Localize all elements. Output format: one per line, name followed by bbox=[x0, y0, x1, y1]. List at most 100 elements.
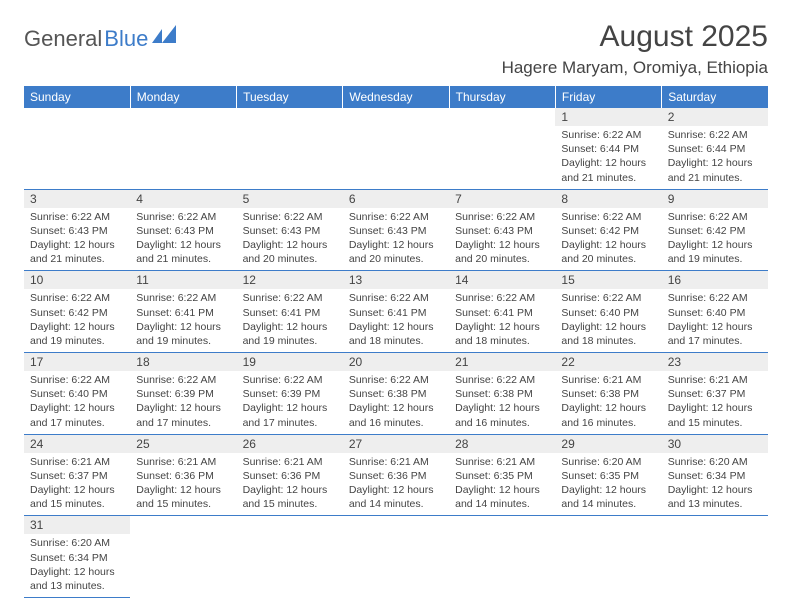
daylight-line: Daylight: 12 hours and 17 minutes. bbox=[30, 401, 124, 429]
daylight-line: Daylight: 12 hours and 14 minutes. bbox=[561, 483, 655, 511]
day-number: 13 bbox=[343, 271, 449, 289]
daylight-line: Daylight: 12 hours and 17 minutes. bbox=[243, 401, 337, 429]
day-number: 8 bbox=[555, 190, 661, 208]
calendar-day-cell: 6Sunrise: 6:22 AMSunset: 6:43 PMDaylight… bbox=[343, 189, 449, 271]
daylight-line: Daylight: 12 hours and 20 minutes. bbox=[561, 238, 655, 266]
day-number: 28 bbox=[449, 435, 555, 453]
calendar-day-cell: 26Sunrise: 6:21 AMSunset: 6:36 PMDayligh… bbox=[237, 434, 343, 516]
sunset-line: Sunset: 6:34 PM bbox=[668, 469, 762, 483]
daylight-line: Daylight: 12 hours and 19 minutes. bbox=[668, 238, 762, 266]
sunrise-line: Sunrise: 6:22 AM bbox=[455, 291, 549, 305]
day-content: Sunrise: 6:22 AMSunset: 6:41 PMDaylight:… bbox=[449, 289, 555, 352]
day-number: 24 bbox=[24, 435, 130, 453]
sunrise-line: Sunrise: 6:22 AM bbox=[561, 291, 655, 305]
day-number: 15 bbox=[555, 271, 661, 289]
sunrise-line: Sunrise: 6:22 AM bbox=[349, 291, 443, 305]
day-content: Sunrise: 6:22 AMSunset: 6:43 PMDaylight:… bbox=[130, 208, 236, 271]
calendar-day-cell: 13Sunrise: 6:22 AMSunset: 6:41 PMDayligh… bbox=[343, 271, 449, 353]
sunrise-line: Sunrise: 6:22 AM bbox=[243, 373, 337, 387]
calendar-day-cell: 22Sunrise: 6:21 AMSunset: 6:38 PMDayligh… bbox=[555, 353, 661, 435]
sunset-line: Sunset: 6:44 PM bbox=[668, 142, 762, 156]
calendar-day-cell: 8Sunrise: 6:22 AMSunset: 6:42 PMDaylight… bbox=[555, 189, 661, 271]
calendar-day-cell: 10Sunrise: 6:22 AMSunset: 6:42 PMDayligh… bbox=[24, 271, 130, 353]
sunrise-line: Sunrise: 6:21 AM bbox=[349, 455, 443, 469]
sunset-line: Sunset: 6:39 PM bbox=[243, 387, 337, 401]
sunrise-line: Sunrise: 6:22 AM bbox=[30, 291, 124, 305]
calendar-day-cell: 12 Sunrise: 6:22 AMSunset: 6:41 PMDayligh… bbox=[237, 271, 343, 353]
day-number: 4 bbox=[130, 190, 236, 208]
sunset-line: Sunset: 6:41 PM bbox=[243, 306, 337, 320]
day-number: 21 bbox=[449, 353, 555, 371]
calendar-day-cell: 9Sunrise: 6:22 AMSunset: 6:42 PMDaylight… bbox=[662, 189, 768, 271]
day-number: 17 bbox=[24, 353, 130, 371]
sunset-line: Sunset: 6:36 PM bbox=[136, 469, 230, 483]
day-number: 23 bbox=[662, 353, 768, 371]
sunset-line: Sunset: 6:35 PM bbox=[455, 469, 549, 483]
month-title: August 2025 bbox=[502, 20, 768, 54]
day-content: Sunrise: 6:21 AMSunset: 6:37 PMDaylight:… bbox=[662, 371, 768, 434]
day-number: 1 bbox=[555, 108, 661, 126]
day-content: Sunrise: 6:22 AMSunset: 6:43 PMDaylight:… bbox=[449, 208, 555, 271]
sunset-line: Sunset: 6:38 PM bbox=[349, 387, 443, 401]
day-content: Sunrise: 6:22 AMSunset: 6:41 PMDaylight:… bbox=[130, 289, 236, 352]
sunset-line: Sunset: 6:42 PM bbox=[668, 224, 762, 238]
day-number: 2 bbox=[662, 108, 768, 126]
calendar-day-cell: 31Sunrise: 6:20 AMSunset: 6:34 PMDayligh… bbox=[24, 516, 130, 598]
calendar-week-row: 31Sunrise: 6:20 AMSunset: 6:34 PMDayligh… bbox=[24, 516, 768, 598]
calendar-day-cell: 17Sunrise: 6:22 AMSunset: 6:40 PMDayligh… bbox=[24, 353, 130, 435]
calendar-week-row: 1Sunrise: 6:22 AMSunset: 6:44 PMDaylight… bbox=[24, 108, 768, 189]
sunset-line: Sunset: 6:34 PM bbox=[30, 551, 124, 565]
calendar-empty-cell bbox=[130, 516, 236, 598]
logo: GeneralBlue bbox=[24, 26, 184, 52]
sunset-line: Sunset: 6:43 PM bbox=[349, 224, 443, 238]
weekday-header: Saturday bbox=[662, 86, 768, 108]
sunrise-line: Sunrise: 6:22 AM bbox=[243, 210, 337, 224]
sunrise-line: Sunrise: 6:20 AM bbox=[668, 455, 762, 469]
day-content: Sunrise: 6:22 AMSunset: 6:43 PMDaylight:… bbox=[24, 208, 130, 271]
calendar-day-cell: 14Sunrise: 6:22 AMSunset: 6:41 PMDayligh… bbox=[449, 271, 555, 353]
day-content: Sunrise: 6:21 AMSunset: 6:38 PMDaylight:… bbox=[555, 371, 661, 434]
calendar-day-cell: 27Sunrise: 6:21 AMSunset: 6:36 PMDayligh… bbox=[343, 434, 449, 516]
day-content: Sunrise: 6:22 AMSunset: 6:42 PMDaylight:… bbox=[662, 208, 768, 271]
sunrise-line: Sunrise: 6:20 AM bbox=[561, 455, 655, 469]
sunrise-line: Sunrise: 6:21 AM bbox=[30, 455, 124, 469]
sunrise-line: Sunrise: 6:22 AM bbox=[136, 373, 230, 387]
daylight-line: Daylight: 12 hours and 19 minutes. bbox=[243, 320, 337, 348]
sunrise-line: Sunrise: 6:22 AM bbox=[668, 291, 762, 305]
day-number: 12 bbox=[237, 271, 343, 289]
daylight-line: Daylight: 12 hours and 18 minutes. bbox=[455, 320, 549, 348]
weekday-header: Tuesday bbox=[237, 86, 343, 108]
logo-flag-icon bbox=[152, 25, 184, 45]
sunset-line: Sunset: 6:41 PM bbox=[136, 306, 230, 320]
day-content: Sunrise: 6:22 AMSunset: 6:44 PMDaylight:… bbox=[662, 126, 768, 189]
title-block: August 2025 Hagere Maryam, Oromiya, Ethi… bbox=[502, 20, 768, 78]
sunrise-line: Sunrise: 6:22 AM bbox=[243, 291, 337, 305]
calendar-day-cell: 19 Sunrise: 6:22 AMSunset: 6:39 PMDayligh… bbox=[237, 353, 343, 435]
sunset-line: Sunset: 6:41 PM bbox=[455, 306, 549, 320]
sunset-line: Sunset: 6:39 PM bbox=[136, 387, 230, 401]
sunrise-line: Sunrise: 6:22 AM bbox=[561, 128, 655, 142]
sunset-line: Sunset: 6:36 PM bbox=[243, 469, 337, 483]
day-number: 22 bbox=[555, 353, 661, 371]
calendar-day-cell: 11Sunrise: 6:22 AMSunset: 6:41 PMDayligh… bbox=[130, 271, 236, 353]
day-content: Sunrise: 6:22 AMSunset: 6:40 PMDaylight:… bbox=[555, 289, 661, 352]
calendar-day-cell: 7Sunrise: 6:22 AMSunset: 6:43 PMDaylight… bbox=[449, 189, 555, 271]
daylight-line: Daylight: 12 hours and 16 minutes. bbox=[561, 401, 655, 429]
day-number: 11 bbox=[130, 271, 236, 289]
sunrise-line: Sunrise: 6:22 AM bbox=[455, 373, 549, 387]
daylight-line: Daylight: 12 hours and 20 minutes. bbox=[243, 238, 337, 266]
daylight-line: Daylight: 12 hours and 14 minutes. bbox=[455, 483, 549, 511]
daylight-line: Daylight: 12 hours and 16 minutes. bbox=[349, 401, 443, 429]
day-content: Sunrise: 6:22 AMSunset: 6:41 PMDaylight:… bbox=[343, 289, 449, 352]
sunrise-line: Sunrise: 6:21 AM bbox=[668, 373, 762, 387]
sunrise-line: Sunrise: 6:22 AM bbox=[136, 291, 230, 305]
calendar-day-cell: 16Sunrise: 6:22 AMSunset: 6:40 PMDayligh… bbox=[662, 271, 768, 353]
day-content: Sunrise: 6:22 AMSunset: 6:42 PMDaylight:… bbox=[24, 289, 130, 352]
sunrise-line: Sunrise: 6:22 AM bbox=[561, 210, 655, 224]
day-number: 19 bbox=[237, 353, 343, 371]
day-content: Sunrise: 6:22 AMSunset: 6:42 PMDaylight:… bbox=[555, 208, 661, 271]
day-content: Sunrise: 6:21 AMSunset: 6:36 PMDaylight:… bbox=[237, 453, 343, 516]
day-number: 9 bbox=[662, 190, 768, 208]
sunset-line: Sunset: 6:36 PM bbox=[349, 469, 443, 483]
day-content: Sunrise: 6:21 AMSunset: 6:36 PMDaylight:… bbox=[343, 453, 449, 516]
